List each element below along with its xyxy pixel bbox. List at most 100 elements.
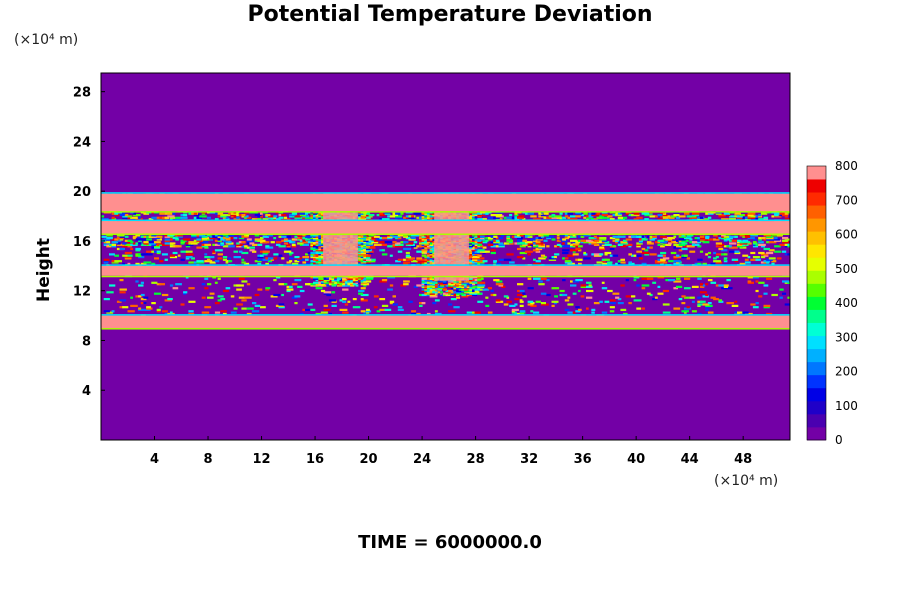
field-cell [421,250,428,253]
field-cell [477,277,484,280]
field-cell [421,261,426,264]
field-cell [506,237,510,240]
field-cell [366,243,374,246]
field-cell [607,262,612,265]
field-cell [366,216,371,219]
field-cell [527,300,534,303]
field-cell [360,216,366,219]
field-cell [763,216,769,219]
field-cell [705,304,713,307]
field-cell [342,279,348,282]
field-cell [691,242,695,245]
field-cell [209,237,216,240]
field-cell [175,235,179,238]
field-cell [758,239,762,242]
field-cell [116,242,121,245]
field-cell [313,276,321,279]
field-cell [331,276,335,279]
field-cell [310,247,319,251]
field-cell [201,235,208,238]
field-cell [241,261,246,264]
field-cell [662,212,667,215]
field-cell [315,257,320,260]
field-cell [763,306,770,309]
field-cell [175,283,182,286]
field-cell [419,238,425,241]
field-cell [729,246,734,249]
field-cell [580,214,585,217]
field-cell [570,218,578,221]
field-cell [225,241,232,244]
field-cell [164,216,170,219]
field-cell [395,245,403,248]
field-cell [379,214,386,217]
field-cell [617,243,623,246]
field-cell [633,279,637,282]
field-cell [535,260,541,263]
field-cell [132,235,137,238]
field-cell [472,276,478,279]
field-cell [713,234,718,237]
field-cell [111,245,117,248]
field-cell [201,283,206,286]
field-cell [718,215,726,218]
field-cell [578,235,583,238]
field-cell [151,302,156,305]
field-cell [323,279,330,282]
field-cell [159,306,163,309]
field-cell [103,243,107,246]
field-cell [784,253,790,256]
field-cell [554,302,557,305]
field-cell [747,216,755,219]
field-cell [249,249,255,252]
field-cell [562,242,567,245]
field-cell [710,296,716,299]
field-cell [747,212,756,215]
field-cell [707,251,711,255]
field-cell [546,279,550,282]
field-cell [154,257,159,260]
field-cell [686,257,690,260]
field-cell [336,283,340,286]
field-cell [456,293,460,297]
field-cell [416,258,425,261]
field-cell [275,276,281,279]
field-cell [729,235,736,238]
field-cell [517,239,525,242]
field-cell [737,216,745,219]
field-cell [477,239,482,242]
field-cell [628,214,634,217]
field-cell [707,238,715,241]
field-cell [440,283,448,286]
field-cell [612,254,619,257]
field-cell [530,302,535,305]
field-cell [511,311,517,314]
field-cell [127,239,133,242]
field-cell [474,212,483,215]
field-cell [424,243,429,246]
field-cell [373,243,382,246]
field-cell [729,250,735,253]
field-cell [405,254,410,257]
field-cell [318,243,323,246]
field-cell [694,214,700,217]
field-cell [718,300,724,303]
field-cell [495,218,501,221]
field-cell [604,243,612,246]
field-cell [472,241,477,244]
field-cell [681,247,688,251]
field-cell [601,262,610,265]
field-cell [517,234,523,237]
field-cell [154,235,158,238]
field-cell [209,256,215,259]
field-cell [641,238,648,241]
field-cell [556,237,560,240]
field-cell [742,243,747,246]
field-cell [169,238,173,241]
field-cell [366,261,371,264]
field-cell [323,308,331,311]
field-cell [188,241,196,244]
field-cell [421,254,427,257]
field-cell [196,216,203,219]
field-cell [572,250,576,253]
